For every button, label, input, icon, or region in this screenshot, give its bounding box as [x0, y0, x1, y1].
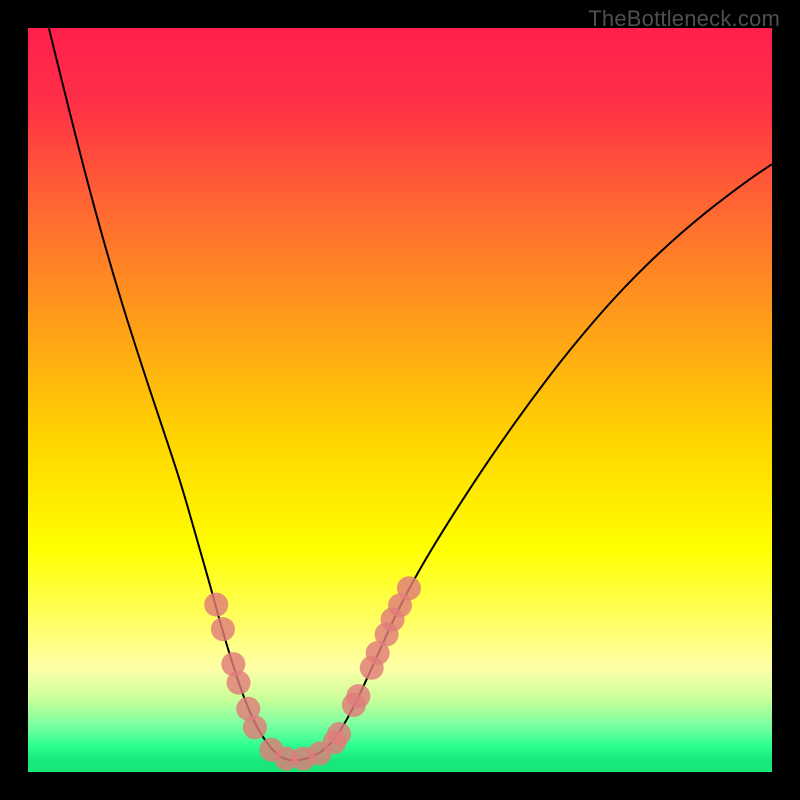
marker-point [227, 671, 251, 695]
gradient-background [28, 28, 772, 772]
marker-point [327, 722, 351, 746]
bottleneck-chart [28, 28, 772, 772]
chart-frame: TheBottleneck.com [0, 0, 800, 800]
marker-point [346, 684, 370, 708]
marker-point [204, 593, 228, 617]
watermark-text: TheBottleneck.com [588, 6, 780, 32]
marker-point [243, 715, 267, 739]
marker-point [211, 617, 235, 641]
marker-point [397, 576, 421, 600]
plot-area [28, 28, 772, 772]
